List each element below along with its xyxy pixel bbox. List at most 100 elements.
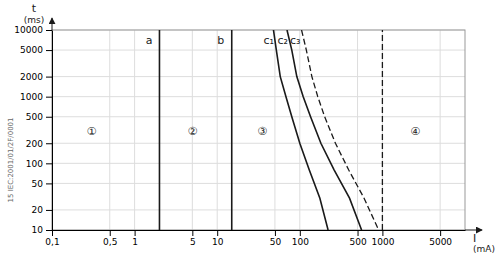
x-tick: 0,5 [103, 230, 117, 247]
x-tick-mark [135, 230, 136, 236]
y-tick-label: 500 [26, 112, 43, 122]
y-tick: 200 [26, 139, 52, 149]
grid-line-x [134, 30, 135, 230]
x-tick-label: 100 [292, 237, 309, 247]
x-tick: 10 [212, 230, 224, 247]
series-line [231, 30, 233, 230]
series-line [287, 30, 362, 230]
grid-line-x [109, 30, 110, 230]
y-tick: 2000 [20, 72, 52, 82]
grid-line-y [52, 163, 465, 164]
y-tick-label: 200 [26, 139, 43, 149]
x-tick: 5000 [429, 230, 452, 247]
x-tick: 1000 [371, 230, 394, 247]
series-line [382, 30, 383, 230]
y-tick-mark [46, 230, 52, 231]
x-tick-label: 10 [212, 237, 224, 247]
annotation: c₁ [263, 34, 273, 47]
y-tick: 5000 [20, 45, 52, 55]
grid-line-y [52, 143, 465, 144]
y-tick-label: 10 [32, 225, 44, 235]
y-tick-mark [46, 30, 52, 31]
x-tick-mark [192, 230, 193, 236]
y-tick-label: 20 [32, 205, 44, 215]
y-tick-mark [46, 77, 52, 78]
y-tick: 1000 [20, 92, 52, 102]
grid-line-y [52, 183, 465, 184]
y-axis-arrow [52, 18, 53, 30]
y-axis-title: t [32, 2, 37, 15]
series-line [302, 30, 379, 230]
annotation: ③ [257, 125, 267, 138]
x-axis: 0,1 0,5 1 5 10 50 100 500 1000 5000 [45, 230, 465, 247]
x-tick-mark [52, 230, 53, 236]
side-note: 15 IEC:2001/01/2F/0001 [7, 117, 15, 202]
annotation: c₂ [277, 34, 287, 47]
x-axis-arrow [465, 230, 482, 231]
y-tick-label: 10000 [14, 25, 43, 35]
x-tick-mark [275, 230, 276, 236]
y-tick-mark [46, 97, 52, 98]
y-tick: 100 [26, 159, 52, 169]
grid-line-y [52, 116, 465, 117]
x-tick: 50 [270, 230, 282, 247]
annotation: c₃ [290, 34, 300, 47]
x-tick: 1 [132, 230, 138, 247]
grid [52, 30, 465, 230]
y-tick-mark [46, 50, 52, 51]
annotation: b [217, 34, 224, 47]
x-tick-label: 5 [190, 237, 196, 247]
y-tick: 20 [32, 205, 52, 215]
plot-frame [52, 30, 465, 230]
y-tick: 10 [32, 225, 52, 235]
x-tick-mark [382, 230, 383, 236]
y-tick: 500 [26, 112, 52, 122]
y-tick-label: 2000 [20, 72, 43, 82]
annotation: ① [86, 125, 96, 138]
series-line [159, 30, 161, 230]
grid-line-x [382, 30, 383, 230]
grid-line-y [52, 96, 465, 97]
y-tick-mark [46, 117, 52, 118]
x-axis-line [53, 230, 466, 231]
grid-line-y [52, 50, 465, 51]
x-tick-mark [300, 230, 301, 236]
y-tick: 10000 [14, 25, 52, 35]
x-tick-label: 1000 [371, 237, 394, 247]
y-tick-mark [46, 210, 52, 211]
annotation: ② [187, 125, 197, 138]
x-tick: 5 [190, 230, 196, 247]
y-tick-mark [46, 183, 52, 184]
y-tick-mark [46, 143, 52, 144]
x-tick-mark [217, 230, 218, 236]
grid-line-x [274, 30, 275, 230]
grid-line-y [52, 209, 465, 210]
x-tick: 0,1 [45, 230, 59, 247]
grid-line-x [299, 30, 300, 230]
grid-line-x [357, 30, 358, 230]
x-tick-label: 0,5 [103, 237, 117, 247]
x-tick-label: 50 [270, 237, 282, 247]
y-tick-label: 50 [32, 179, 44, 189]
x-tick-mark [358, 230, 359, 236]
x-axis-title: I [473, 232, 476, 245]
x-tick: 500 [349, 230, 366, 247]
x-tick-mark [440, 230, 441, 236]
grid-line-x [440, 30, 441, 230]
y-tick-mark [46, 163, 52, 164]
x-axis-unit: (mA) [473, 244, 495, 254]
y-tick-label: 5000 [20, 45, 43, 55]
x-tick-label: 0,1 [45, 237, 59, 247]
plot-area [159, 30, 382, 230]
chart: 0,1 0,5 1 5 10 50 100 500 1000 5000 10 20 50 100 200 50… [0, 0, 501, 258]
annotations: ①②③④abc₁c₂c₃15 IEC:2001/01/2F/0001 [7, 34, 420, 203]
y-tick: 50 [32, 179, 52, 189]
y-axis-unit: (ms) [24, 15, 44, 25]
grid-line-y [52, 76, 465, 77]
x-tick-label: 5000 [429, 237, 452, 247]
annotation: a [146, 34, 153, 47]
series-line [273, 30, 328, 230]
x-tick: 100 [292, 230, 309, 247]
y-tick-label: 100 [26, 159, 43, 169]
x-tick-label: 500 [349, 237, 366, 247]
